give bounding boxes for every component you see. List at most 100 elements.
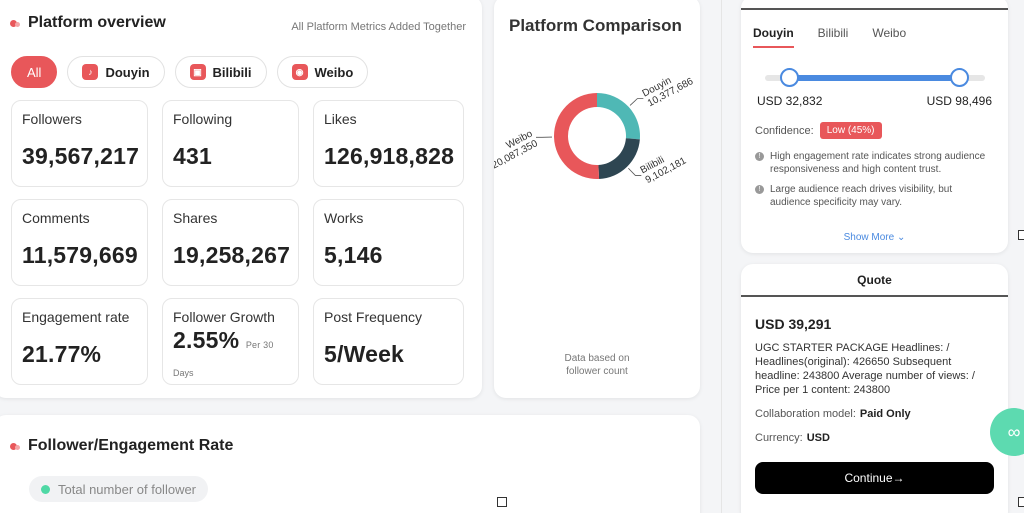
metric-works: Works 5,146 [313,199,464,286]
comparison-note-line1: Data based on [564,353,630,364]
tab-douyin[interactable]: Douyin [753,26,794,48]
follower-engagement-heading: Follower/Engagement Rate [10,437,233,455]
platform-comparison-card: Platform Comparison Douyin 10,377,686 Bili… [494,0,700,398]
metric-followers: Followers 39,567,217 [11,100,148,187]
donut-slice-douyin[interactable] [597,93,640,140]
donut-leader-line [629,98,644,106]
donut-slice-bilibili[interactable] [598,138,640,179]
collaboration-model-label: Collaboration model: [755,408,856,420]
quote-price: USD 39,291 [755,316,832,332]
metric-value: 21.77% [22,341,102,367]
info-icon: ! [755,152,764,161]
follower-engagement-card: Follower/Engagement Rate Total number of… [0,415,700,513]
chevron-down-icon: ⌄ [896,232,906,243]
bullet-dot-icon [10,442,22,450]
metric-engagement-rate: Engagement rate 21.77% [11,298,148,385]
metric-label: Following [173,111,233,127]
confidence-badge: Low (45%) [819,122,882,139]
insight-note: ! High engagement rate indicates strong … [755,150,995,176]
metric-label: Followers [22,111,82,127]
slider-min-handle[interactable] [780,68,799,87]
bullet-dot-icon [10,19,22,27]
insight-notes: ! High engagement rate indicates strong … [755,150,995,216]
metric-label: Shares [173,210,218,226]
overview-title: Platform overview [28,14,166,31]
platform-tabs: Douyin Bilibili Weibo [753,26,906,48]
metric-label: Engagement rate [22,309,130,325]
filter-bilibili-button[interactable]: ▣ Bilibili [174,56,267,88]
metric-days: Days [173,368,194,378]
range-min-value: USD 32,832 [757,94,823,108]
quote-description: UGC STARTER PACKAGE Headlines: / Headlin… [755,342,975,396]
donut-leader-line [628,167,642,176]
metric-comments: Comments 11,579,669 [11,199,148,286]
comparison-note-line2: follower count [566,366,628,377]
tab-bilibili[interactable]: Bilibili [817,26,849,40]
metric-value-row: 2.55% Per 30 [173,327,274,354]
overview-heading: Platform overview [10,14,166,32]
comparison-title: Platform Comparison [509,16,682,35]
platform-overview-card: Platform overview All Platform Metrics A… [0,0,482,398]
metric-shares: Shares 19,258,267 [162,199,299,286]
floating-action-button[interactable]: ∞ [990,408,1024,456]
legend-chip-total-followers[interactable]: Total number of follower [29,476,209,502]
show-more-label: Show More [843,232,895,243]
platform-filter-group: All ♪ Douyin ▣ Bilibili ◉ Weibo [11,56,369,88]
donut-slice-weibo[interactable] [554,93,600,179]
metric-label: Comments [22,210,90,226]
metric-value: 5,146 [324,242,383,268]
legend-dot-icon [41,484,50,494]
collaboration-model-row: Collaboration model: Paid Only [755,408,911,420]
filter-weibo-button[interactable]: ◉ Weibo [276,56,369,88]
overview-note: All Platform Metrics Added Together [291,21,466,33]
link-icon: ∞ [1007,421,1021,442]
price-range-slider[interactable] [765,68,985,87]
douyin-logo-icon: ♪ [82,64,99,80]
currency-value: USD [806,432,830,444]
metric-label: Follower Growth [173,309,275,325]
filter-douyin-button[interactable]: ♪ Douyin [67,56,165,88]
show-more-link[interactable]: Show More ⌄ [741,232,1008,243]
bilibili-logo-icon: ▣ [189,64,206,80]
metric-value: 5/Week [324,341,405,367]
pricing-estimate-card: Douyin Bilibili Weibo USD 32,832 USD 98,… [741,0,1008,253]
metrics-grid: Followers 39,567,217 Following 431 Likes… [11,100,464,385]
filter-label: Weibo [314,64,354,80]
metric-following: Following 431 [162,100,299,187]
metric-follower-growth: Follower Growth 2.55% Per 30 Days [162,298,299,385]
card-top-rule [741,8,1008,10]
currency-row: Currency: USD [755,432,830,444]
filter-all-button[interactable]: All [11,56,58,88]
insight-note-text: High engagement rate indicates strong au… [770,151,986,175]
follower-engagement-title: Follower/Engagement Rate [28,437,234,454]
filter-label: Douyin [105,64,150,80]
collaboration-model-value: Paid Only [859,408,911,420]
currency-label: Currency: [755,432,803,444]
metric-likes: Likes 126,918,828 [313,100,464,187]
info-icon: ! [755,185,764,194]
filter-label: Bilibili [212,64,252,80]
filter-label: All [27,64,42,80]
confidence-label: Confidence: [755,124,814,137]
insight-note: ! Large audience reach drives visibility… [755,183,995,209]
metric-label: Post Frequency [324,309,423,325]
metric-value: 2.55% [173,327,240,353]
slider-fill [790,75,960,81]
metric-value: 39,567,217 [22,143,140,169]
quote-header: Quote [741,264,1008,297]
checkbox-icon[interactable] [1018,497,1024,507]
comparison-note: Data based on follower count [494,352,700,378]
metric-value: 11,579,669 [22,242,138,268]
slider-max-handle[interactable] [950,68,969,87]
checkbox-icon[interactable] [497,497,507,507]
quote-card: Quote USD 39,291 UGC STARTER PACKAGE Hea… [741,264,1008,513]
tab-weibo[interactable]: Weibo [872,26,907,40]
confidence-row: Confidence: Low (45%) [755,122,882,139]
checkbox-icon[interactable] [1018,230,1024,240]
continue-button[interactable]: Continue→ [755,462,994,494]
insight-note-text: Large audience reach drives visibility, … [770,184,953,208]
